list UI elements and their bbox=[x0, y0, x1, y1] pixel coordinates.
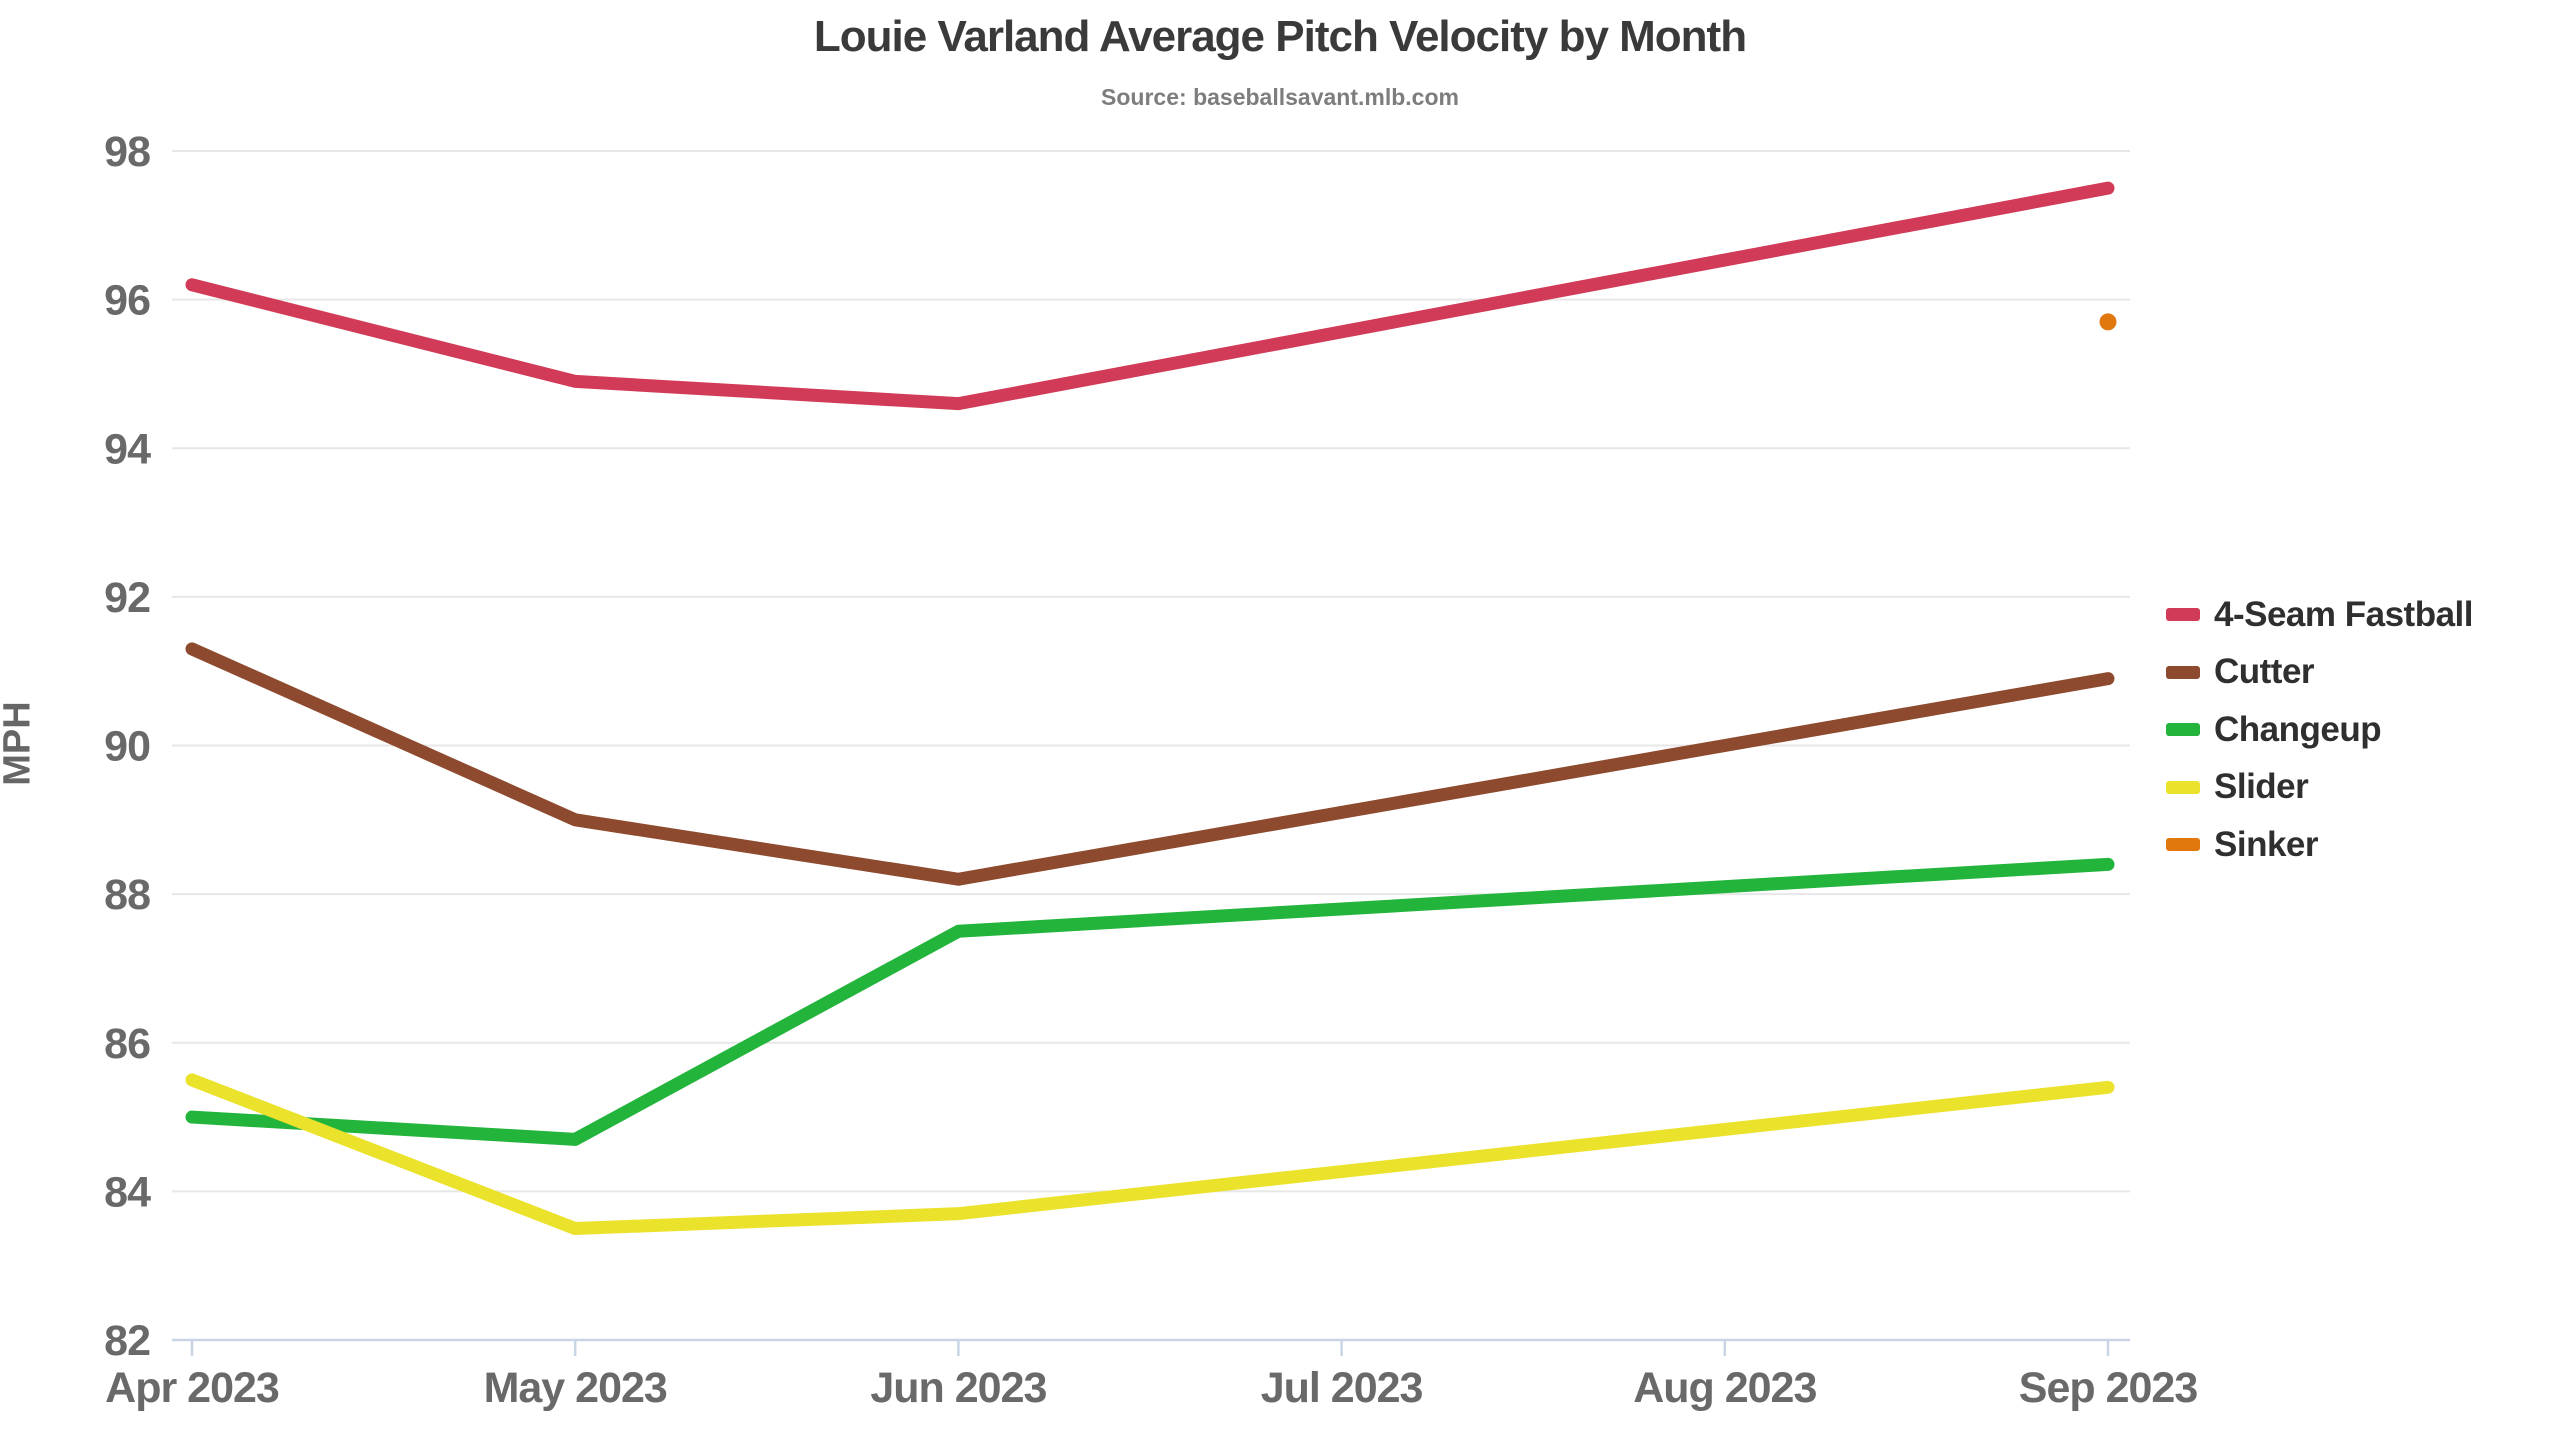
legend-swatch-icon bbox=[2166, 838, 2200, 852]
legend-label: Sinker bbox=[2214, 824, 2319, 864]
y-tick-label: 98 bbox=[104, 128, 150, 176]
y-tick-label: 90 bbox=[104, 723, 150, 771]
legend-swatch-icon bbox=[2166, 608, 2200, 622]
legend-label: Cutter bbox=[2214, 652, 2315, 692]
series-line-4-seam-fastball bbox=[185, 181, 2115, 411]
y-tick-label: 86 bbox=[104, 1020, 150, 1068]
x-tick-label: Aug 2023 bbox=[1633, 1364, 1816, 1412]
series-line-cutter bbox=[185, 642, 2115, 886]
legend-item: Changeup bbox=[2166, 701, 2473, 759]
y-tick-label: 84 bbox=[104, 1168, 151, 1216]
legend-label: 4-Seam Fastball bbox=[2214, 594, 2474, 634]
x-tick-label: May 2023 bbox=[484, 1364, 667, 1412]
legend-swatch-icon bbox=[2166, 665, 2200, 679]
chart-subtitle: Source: baseballsavant.mlb.com bbox=[1101, 84, 1459, 110]
x-tick-label: Jun 2023 bbox=[870, 1364, 1046, 1412]
legend-item: 4-Seam Fastball bbox=[2166, 586, 2474, 644]
y-tick-label: 96 bbox=[104, 277, 150, 325]
legend-item: Sinker bbox=[2166, 816, 2473, 874]
y-tick-label: 88 bbox=[104, 871, 150, 919]
legend: 4-Seam Fastball Cutter Changeup Slider Sinke… bbox=[2166, 586, 2474, 874]
y-tick-label: 92 bbox=[104, 574, 150, 622]
x-tick-label: Apr 2023 bbox=[105, 1364, 279, 1412]
legend-label: Changeup bbox=[2214, 709, 2382, 749]
legend-item: Slider bbox=[2166, 759, 2473, 817]
legend-label: Slider bbox=[2214, 767, 2309, 807]
series-line-changeup bbox=[185, 857, 2115, 1146]
x-tick-label: Jul 2023 bbox=[1261, 1364, 1423, 1412]
y-tick-label: 82 bbox=[104, 1317, 150, 1365]
series-point-sinker bbox=[2099, 313, 2117, 331]
x-tick-label: Sep 2023 bbox=[2019, 1364, 2198, 1412]
chart-title: Louie Varland Average Pitch Velocity by … bbox=[813, 12, 1747, 61]
legend-swatch-icon bbox=[2166, 723, 2200, 737]
series-line-slider bbox=[185, 1073, 2115, 1236]
y-tick-label: 94 bbox=[104, 425, 151, 473]
legend-item: Cutter bbox=[2166, 644, 2473, 702]
legend-swatch-icon bbox=[2166, 780, 2200, 794]
